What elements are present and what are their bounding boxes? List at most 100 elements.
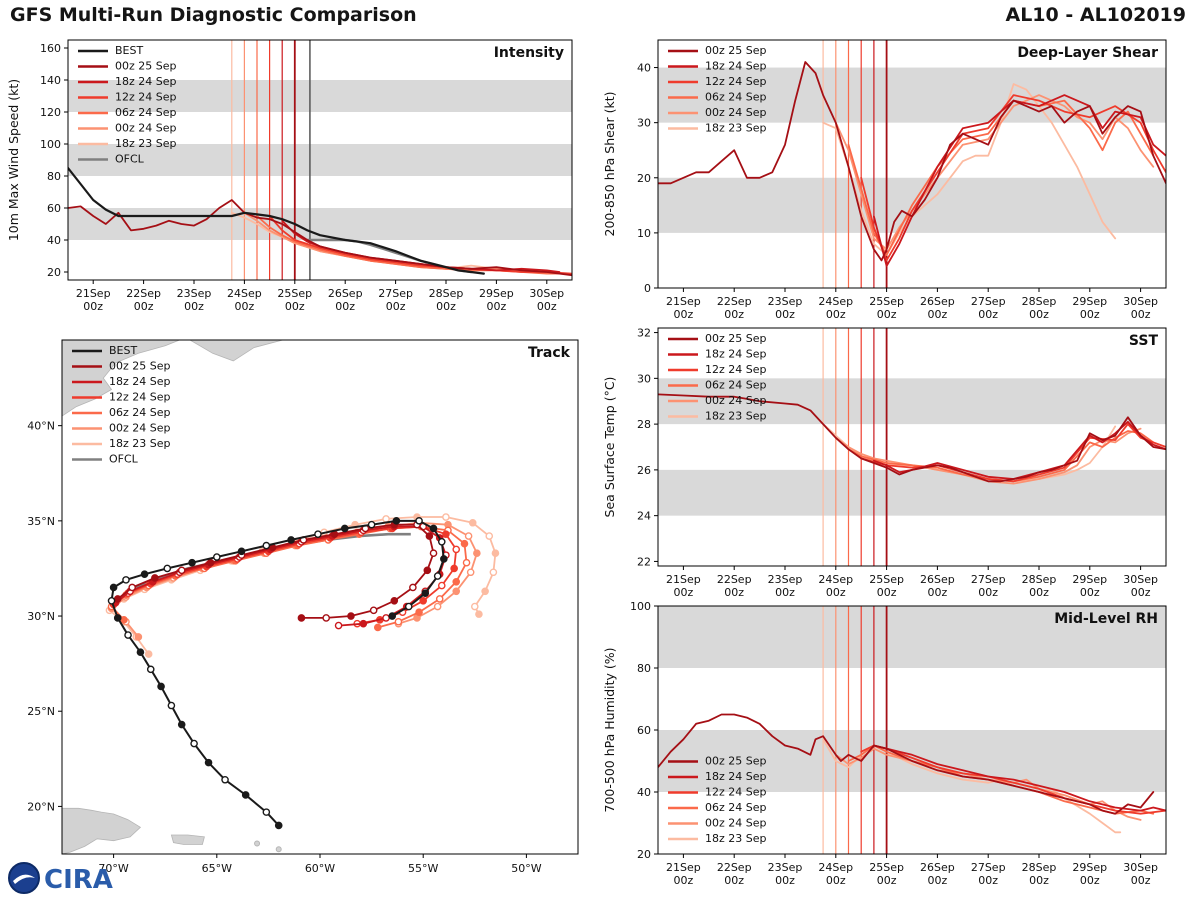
y-tick-label: 40 [637, 62, 651, 75]
panel-title: Track [528, 345, 571, 361]
init-time-lines [231, 40, 311, 280]
track-point-open [415, 517, 423, 525]
track-point-open [464, 532, 473, 540]
track-point-filled [340, 524, 349, 533]
landmass [170, 834, 205, 845]
legend-label: 00z 25 Sep [115, 60, 177, 73]
track-point-open [212, 553, 221, 561]
legend-label: BEST [109, 344, 137, 357]
y-tick-label: 80 [637, 662, 651, 675]
y-axis-label: 200-850 hPa Shear (kt) [602, 92, 617, 237]
x-tick-label: 30Sep 00z [529, 287, 564, 313]
lon-tick-label: 65°W [202, 862, 232, 875]
track-point-open [190, 739, 198, 748]
legend: 00z 25 Sep 18z 24 Sep 12z 24 Sep 06z 24 Sep… [668, 332, 767, 423]
legend-label: 00z 24 Sep [115, 122, 177, 135]
y-tick-label: 20 [47, 266, 61, 279]
x-tick-label: 25Sep 00z [869, 861, 904, 887]
x-tick-label: 21Sep 00z [76, 287, 111, 313]
x-tick-label: 24Sep 00z [818, 573, 853, 599]
y-tick-label: 140 [40, 74, 61, 87]
cira-logo-swirl [13, 874, 35, 884]
map-background [62, 340, 578, 854]
series-12z-24-Sep [860, 423, 1166, 483]
track-point-open [369, 606, 378, 615]
y-tick-label: 22 [637, 555, 651, 568]
track-point-open [452, 545, 461, 554]
x-tick-label: 30Sep 00z [1123, 573, 1158, 599]
track-point-filled [136, 648, 145, 657]
track-map: 20°N 25°N 30°N 35°N 40°N 70°W 65°W 60°W 55°W 50°W… [27, 339, 579, 875]
y-axis: 0 10 20 30 40 [637, 62, 658, 295]
legend-entry: 12z 24 Sep [78, 91, 177, 104]
lat-tick-label: 20°N [27, 800, 55, 813]
legend-entry: 12z 24 Sep [668, 786, 767, 799]
shaded-bands [68, 80, 572, 240]
x-tick-label: 30Sep 00z [1123, 295, 1158, 321]
track-point-filled [297, 614, 306, 622]
legend-entry: 00z 24 Sep [72, 422, 171, 435]
track-point-open [485, 532, 494, 540]
track-point-filled [460, 539, 469, 548]
y-tick-label: 40 [637, 786, 651, 799]
track-point-filled [419, 597, 428, 605]
lat-tick-label: 35°N [27, 515, 55, 528]
track-point-open [314, 530, 322, 538]
track-point-filled [287, 536, 295, 544]
track-point-filled [423, 566, 432, 575]
legend-entry: 18z 24 Sep [72, 375, 171, 388]
lat-axis: 20°N 25°N 30°N 35°N 40°N [27, 420, 62, 813]
legend-label: 00z 24 Sep [705, 817, 767, 830]
y-tick-label: 120 [40, 106, 61, 119]
track-point-open [437, 537, 446, 546]
track-point-open [128, 583, 136, 592]
track-point-filled [206, 558, 215, 567]
legend-entry: 18z 24 Sep [668, 770, 767, 783]
x-tick-label: 27Sep 00z [971, 295, 1006, 321]
x-tick-label: 27Sep 00z [378, 287, 413, 313]
track-point-filled [373, 623, 382, 632]
island [254, 840, 261, 847]
track-point-open [124, 631, 132, 639]
series-18z-24-Sep [872, 744, 1166, 812]
x-tick-label: 29Sep 00z [1072, 573, 1107, 599]
track-point-filled [390, 597, 399, 605]
legend-entry: 06z 24 Sep [668, 801, 767, 814]
intensity-chart: 20 40 60 80 100 120 140 160 10m Max Wind Speed (… [6, 39, 573, 313]
y-axis-label: Sea Surface Temp (°C) [602, 377, 617, 518]
plot-border [67, 39, 573, 281]
track-point-open [177, 566, 186, 575]
legend-entry: 00z 24 Sep [668, 106, 767, 119]
legend-label: 12z 24 Sep [109, 391, 171, 404]
legend-label: 18z 24 Sep [109, 375, 171, 388]
plot-border [657, 39, 1167, 289]
track-point-open [433, 572, 442, 580]
x-tick-label: 21Sep 00z [666, 295, 701, 321]
x-tick-label: 22Sep 00z [717, 295, 752, 321]
legend-entry: 06z 24 Sep [668, 379, 767, 392]
track-point-filled [468, 518, 477, 527]
x-tick-label: 27Sep 00z [971, 861, 1006, 887]
track-point-open [404, 602, 413, 611]
series-group [658, 61, 1166, 267]
track-point-open [163, 564, 172, 573]
track-point-open [382, 614, 390, 622]
legend-label: OFCL [115, 153, 145, 166]
track-point-open [334, 621, 343, 630]
legend-label: 12z 24 Sep [115, 91, 177, 104]
legend-label: 00z 24 Sep [705, 106, 767, 119]
track-point-filled [359, 619, 368, 628]
x-tick-label: 23Sep 00z [768, 295, 803, 321]
panel-title: SST [1129, 333, 1159, 349]
track-point-open [433, 602, 442, 611]
y-axis: 20 40 60 80 100 [630, 600, 658, 861]
legend-label: 18z 23 Sep [115, 137, 177, 150]
legend-label: 12z 24 Sep [705, 75, 767, 88]
x-tick-label: 29Sep 00z [1072, 295, 1107, 321]
track-point-filled [140, 570, 149, 578]
init-time-lines [822, 328, 888, 566]
track-point-filled [204, 758, 213, 767]
track-point-filled [481, 587, 489, 596]
